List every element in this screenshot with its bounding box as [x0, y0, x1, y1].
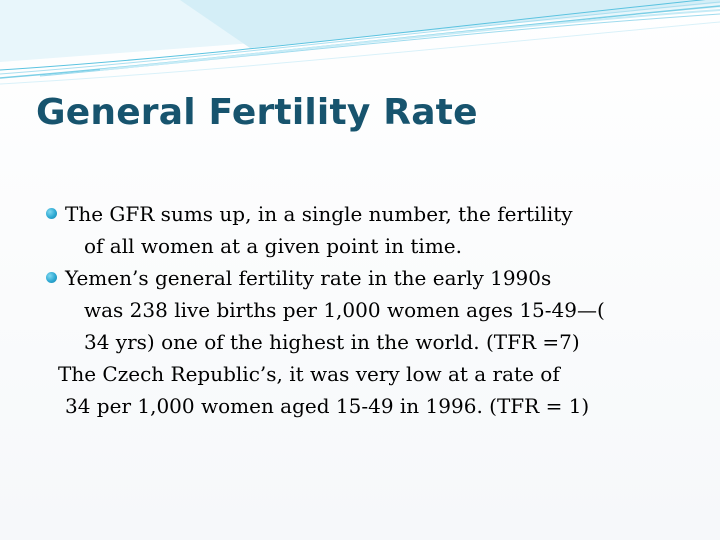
bullet-icon [46, 208, 57, 219]
decorative-header-stripes [0, 0, 720, 85]
continuation-line: 34 per 1,000 women aged 15-49 in 1996. (… [65, 394, 590, 418]
slide-title: General Fertility Rate [36, 92, 478, 133]
bullet-line: Yemen’s general fertility rate in the ea… [65, 266, 552, 290]
bullet-line: 34 yrs) one of the highest in the world.… [84, 330, 580, 354]
continuation-paragraph: The Czech Republic’s, it was very low at… [46, 358, 696, 422]
bullet-line: of all women at a given point in time. [84, 234, 462, 258]
continuation-line: The Czech Republic’s, it was very low at… [58, 362, 560, 386]
bullet-line: The GFR sums up, in a single number, the… [65, 202, 573, 226]
bullet-item: Yemen’s general fertility rate in the ea… [46, 262, 696, 358]
slide-body: The GFR sums up, in a single number, the… [46, 198, 696, 422]
bullet-line: was 238 live births per 1,000 women ages… [84, 298, 605, 322]
bullet-icon [46, 272, 57, 283]
bullet-item: The GFR sums up, in a single number, the… [46, 198, 696, 262]
